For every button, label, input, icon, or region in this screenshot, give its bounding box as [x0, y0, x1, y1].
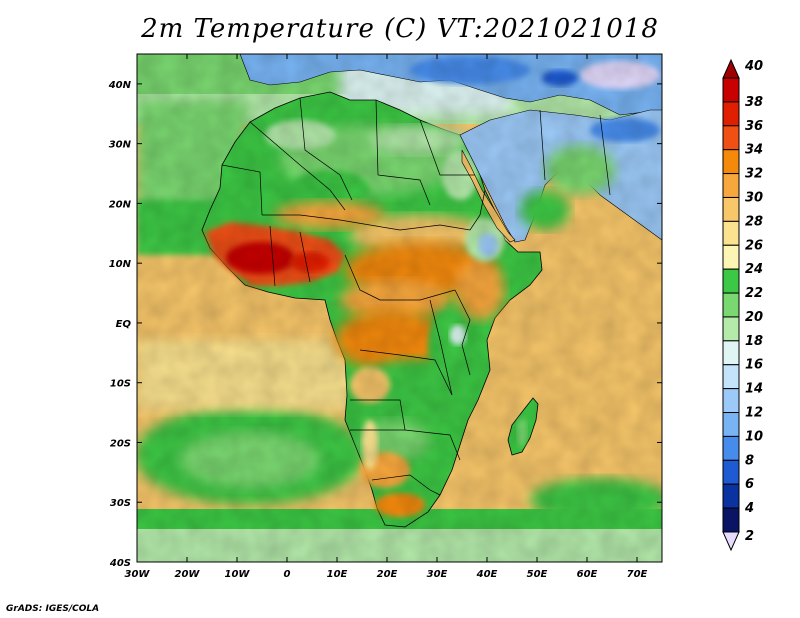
colorbar-box: [722, 364, 740, 390]
lat-tick-label: 40N: [108, 80, 132, 91]
colorbar-box: [722, 507, 740, 533]
colorbar-label: 14: [745, 382, 763, 397]
colorbar-label: 30: [745, 190, 763, 205]
colorbar-label: 8: [745, 453, 754, 468]
map-title: 2m Temperature (C) VT:2021021018: [141, 14, 659, 44]
grads-credit: GrADS: IGES/COLA: [6, 604, 100, 614]
lat-tick-label: 30S: [110, 498, 131, 509]
latitude-ticks: 40N 30N 20N 10N EQ 10S 20S 30S 40S: [108, 80, 662, 569]
map-frame: [136, 53, 663, 563]
colorbar-box: [722, 220, 740, 246]
colorbar-box: [722, 244, 740, 270]
colorbar-label: 32: [745, 167, 763, 182]
country-borders: [221, 97, 611, 496]
temperature-field: [137, 54, 662, 562]
colorbar-box: [722, 125, 740, 151]
lon-tick-label: 60E: [577, 569, 598, 580]
colorbar-box: [722, 292, 740, 318]
field-texture: [137, 54, 662, 562]
lat-tick-label: 20N: [109, 199, 132, 210]
colorbar-under-triangle: [722, 531, 740, 552]
lon-tick-label: 40E: [476, 569, 498, 580]
colorbar-box: [722, 101, 740, 127]
colorbar-label: 40: [744, 59, 763, 74]
colorbar-label: 10: [745, 429, 763, 444]
colorbar-over-triangle: [722, 58, 740, 79]
colorbar-label: 24: [745, 262, 763, 277]
lon-tick-label: 50E: [527, 569, 548, 580]
longitude-ticks: 30W 20W 10W 0 10E 20E 30E 40E 50E 60E 70E: [125, 54, 648, 580]
colorbar-box: [722, 459, 740, 485]
colorbar-label: 16: [745, 358, 763, 373]
lon-tick-label: 20E: [377, 569, 398, 580]
colorbar-label: 18: [745, 334, 763, 349]
colorbar-box: [722, 77, 740, 103]
lat-tick-label: 40S: [109, 558, 131, 569]
lat-tick-label: 30N: [109, 140, 132, 151]
colorbar-box: [722, 340, 740, 366]
lon-tick-label: 10W: [225, 569, 251, 580]
lon-tick-label: 30W: [125, 569, 151, 580]
colorbar-box: [722, 435, 740, 461]
colorbar-box: [722, 412, 740, 437]
lon-tick-label: 20W: [175, 569, 201, 580]
lat-tick-label: EQ: [116, 319, 132, 330]
colorbar: 40 38 36 34 32 30 28 26 24 22 20 18 16 14 12 10 8 6 4 2: [722, 58, 763, 552]
colorbar-label: 36: [745, 119, 763, 134]
lat-tick-label: 10N: [109, 259, 132, 270]
colorbar-label: 38: [745, 95, 763, 110]
lat-tick-label: 10S: [110, 379, 131, 390]
colorbar-box: [722, 316, 740, 342]
lon-tick-label: 10E: [327, 569, 348, 580]
colorbar-label: 22: [745, 286, 763, 301]
colorbar-label: 28: [745, 214, 763, 229]
colorbar-box: [722, 196, 740, 222]
colorbar-box: [722, 149, 740, 175]
colorbar-label: 34: [745, 143, 763, 158]
colorbar-label: 6: [745, 477, 754, 492]
colorbar-box: [722, 268, 740, 294]
lon-tick-label: 0: [284, 569, 291, 580]
colorbar-label: 26: [745, 238, 763, 253]
lat-tick-label: 20S: [110, 438, 131, 449]
colorbar-label: 2: [745, 529, 754, 544]
lon-tick-label: 70E: [627, 569, 648, 580]
colorbar-label: 12: [745, 406, 763, 421]
lon-tick-label: 30E: [427, 569, 448, 580]
colorbar-box: [722, 173, 740, 198]
colorbar-label: 4: [744, 501, 754, 516]
colorbar-label: 20: [745, 310, 763, 325]
colorbar-box: [722, 388, 740, 414]
colorbar-box: [722, 483, 740, 509]
